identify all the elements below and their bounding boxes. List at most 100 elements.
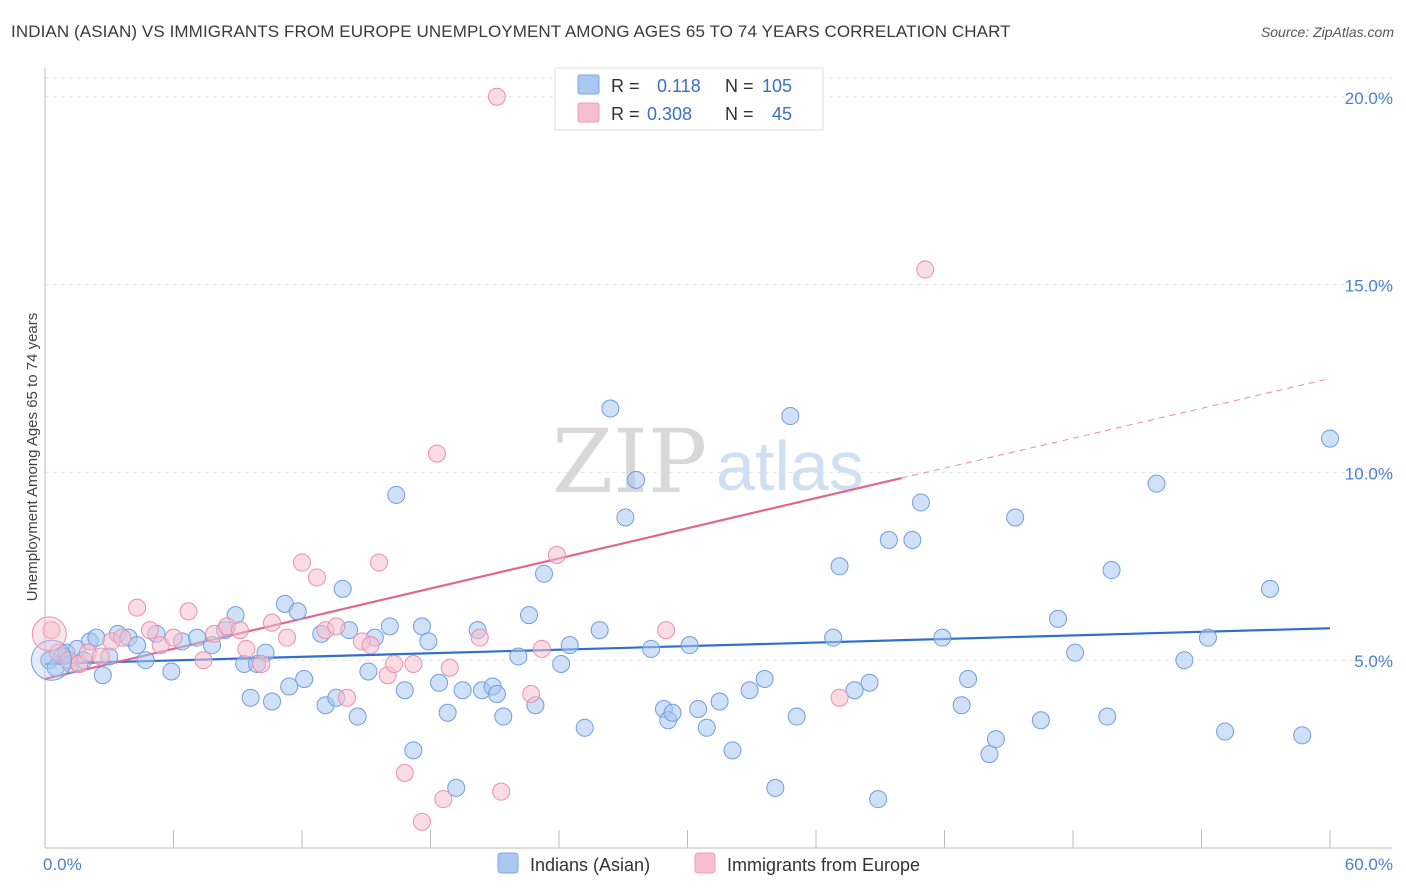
x-tick-label-60: 60.0% [1345, 855, 1393, 874]
point-s0-65 [642, 639, 661, 658]
point-s1-27 [361, 636, 380, 655]
y-tick-label-10: 10.0% [1345, 464, 1393, 483]
point-s0-81 [845, 681, 864, 700]
point-s1-25 [337, 688, 356, 707]
point-s0-61 [590, 621, 609, 640]
point-s0-69 [680, 636, 699, 655]
point-s0-47 [447, 778, 466, 797]
point-s0-48 [453, 681, 472, 700]
point-s0-26 [263, 692, 282, 711]
point-s0-23 [241, 688, 260, 707]
point-s0-92 [1006, 508, 1025, 527]
source-label: Source: ZipAtlas.com [1260, 24, 1394, 40]
point-s0-43 [412, 617, 431, 636]
stats-legend: R = 0.118 N = 105 R = 0.308 N = 45 [554, 67, 824, 131]
series-legend: Indians (Asian) Immigrants from Europe [497, 852, 920, 875]
point-s1-19 [263, 613, 282, 632]
cluster-bubble-indians [30, 639, 72, 681]
point-s1-20 [278, 628, 297, 647]
point-s0-103 [1293, 726, 1312, 745]
point-s0-88 [952, 696, 971, 715]
axes-layer [44, 68, 1392, 849]
point-s0-9 [93, 666, 112, 685]
point-s0-94 [1049, 609, 1068, 628]
point-s1-18 [252, 654, 271, 673]
point-s0-68 [663, 703, 682, 722]
y-tick-label-20: 20.0% [1345, 89, 1393, 108]
point-s0-53 [494, 707, 513, 726]
point-s0-80 [830, 557, 849, 576]
point-s0-85 [903, 531, 922, 549]
point-s1-40 [522, 685, 541, 703]
point-s0-58 [552, 654, 571, 673]
point-s0-18 [188, 628, 207, 647]
point-s1-30 [385, 654, 404, 673]
point-s1-35 [434, 790, 453, 809]
stats-legend-box [554, 67, 824, 131]
trend-line-europe [44, 476, 902, 681]
point-s1-5 [91, 647, 110, 666]
legend-n-value-2: 45 [772, 104, 792, 124]
point-s0-84 [879, 531, 898, 549]
point-s1-31 [395, 763, 414, 782]
cluster-bubble-europe [31, 616, 67, 652]
point-s0-83 [869, 790, 888, 809]
bottom-legend-indians: Indians (Asian) [530, 855, 650, 875]
point-s1-17 [237, 639, 256, 658]
point-s0-28 [280, 677, 299, 696]
point-s0-41 [395, 681, 414, 700]
point-s0-75 [755, 669, 774, 688]
point-s0-93 [1031, 711, 1050, 730]
point-s0-71 [697, 718, 716, 737]
point-s0-54 [509, 647, 528, 666]
point-s0-36 [348, 707, 367, 726]
point-s0-40 [387, 485, 406, 504]
point-s0-59 [560, 636, 579, 655]
point-s0-74 [740, 681, 759, 700]
point-s0-82 [860, 673, 879, 692]
point-s1-37 [470, 628, 489, 647]
point-s0-79 [824, 628, 843, 647]
point-s1-45 [916, 260, 935, 279]
legend-n-label-1: N = [725, 76, 754, 96]
point-s1-9 [140, 621, 159, 640]
bottom-legend-europe: Immigrants from Europe [727, 855, 920, 875]
grid-layer [45, 77, 1392, 661]
point-s1-43 [657, 621, 676, 640]
point-s0-14 [136, 651, 155, 670]
legend-swatch-indians [577, 74, 600, 95]
point-s0-63 [616, 508, 635, 527]
point-s0-96 [1098, 707, 1117, 726]
point-s1-12 [179, 602, 198, 621]
legend-n-label-2: N = [725, 104, 754, 124]
point-s0-104 [1321, 429, 1339, 448]
point-s1-24 [327, 617, 346, 636]
point-s0-86 [911, 493, 930, 512]
point-s1-28 [370, 553, 389, 572]
point-s0-34 [333, 579, 352, 598]
point-s1-34 [427, 444, 446, 463]
point-s0-91 [986, 730, 1005, 749]
point-s1-32 [404, 654, 423, 673]
legend-r-value-1: 0.118 [657, 76, 701, 96]
legend-r-label-2: R = [611, 104, 640, 124]
point-s1-13 [194, 651, 213, 670]
point-s0-45 [430, 673, 449, 692]
y-tick-label-15: 15.0% [1345, 277, 1393, 296]
point-s0-13 [128, 636, 147, 655]
y-axis-label: Unemployment Among Ages 65 to 74 years [24, 313, 41, 602]
point-s0-62 [601, 399, 620, 418]
point-s1-44 [830, 688, 849, 707]
x-tick-label-0: 0.0% [43, 855, 82, 874]
watermark-atlas: atlas [716, 427, 864, 505]
point-s0-78 [787, 707, 806, 726]
point-s0-72 [710, 692, 729, 711]
legend-n-value-1: 105 [762, 76, 792, 96]
point-s1-36 [440, 658, 459, 677]
point-s0-89 [959, 669, 978, 688]
trend-line-europe-extension [901, 378, 1331, 479]
bottom-swatch-indians [497, 852, 519, 874]
point-s0-73 [723, 741, 742, 760]
point-s0-60 [575, 718, 594, 737]
point-s0-64 [627, 470, 646, 489]
